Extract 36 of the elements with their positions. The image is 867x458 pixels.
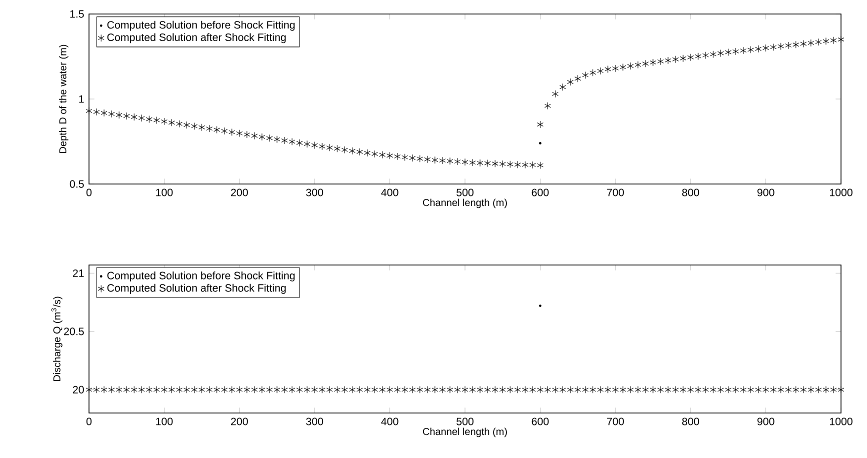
x-tick-label: 200 (231, 188, 248, 196)
y-tick-label: 20 (72, 386, 84, 394)
x-tick-label: 800 (682, 418, 700, 426)
y-tick-label: 1 (79, 95, 84, 103)
x-tick-label: 800 (682, 188, 700, 196)
legend-label: Computed Solution after Shock Fitting (107, 284, 286, 294)
x-tick-label: 0 (86, 188, 92, 196)
y-axis-title: Discharge Q (m$^{3}$/s) (51, 296, 62, 382)
x-tick-label: 600 (532, 418, 549, 426)
x-tick-label: 400 (381, 418, 398, 426)
x-tick-label: 300 (306, 188, 324, 196)
x-tick-label: 900 (757, 418, 774, 426)
x-tick-label: 100 (156, 418, 173, 426)
x-tick-label: 500 (456, 418, 474, 426)
y-tick-label: 1.5 (70, 10, 84, 18)
y-axis-title: Depth D of the water (m) (59, 44, 68, 153)
x-tick-label: 500 (456, 188, 474, 196)
x-tick-label: 300 (306, 418, 324, 426)
y-tick-label: 21 (72, 269, 84, 277)
x-tick-label: 100 (156, 188, 173, 196)
x-tick-label: 0 (86, 418, 92, 426)
legend-label: Computed Solution before Shock Fitting (107, 271, 295, 282)
legend-label: Computed Solution after Shock Fitting (107, 33, 286, 44)
y-tick-label: 20.5 (64, 328, 84, 336)
x-axis-title: Channel length (m) (422, 198, 507, 208)
x-tick-label: 700 (607, 418, 624, 426)
x-tick-label: 900 (757, 188, 774, 196)
x-axis-title: Channel length (m) (422, 428, 507, 438)
x-tick-label: 400 (381, 188, 398, 196)
x-tick-label: 1000 (830, 188, 852, 196)
x-tick-label: 700 (607, 188, 624, 196)
x-tick-label: 1000 (830, 418, 852, 426)
x-tick-label: 200 (231, 418, 248, 426)
legend-label: Computed Solution before Shock Fitting (107, 20, 295, 31)
x-tick-label: 600 (532, 188, 549, 196)
y-tick-label: 0.5 (70, 180, 84, 188)
